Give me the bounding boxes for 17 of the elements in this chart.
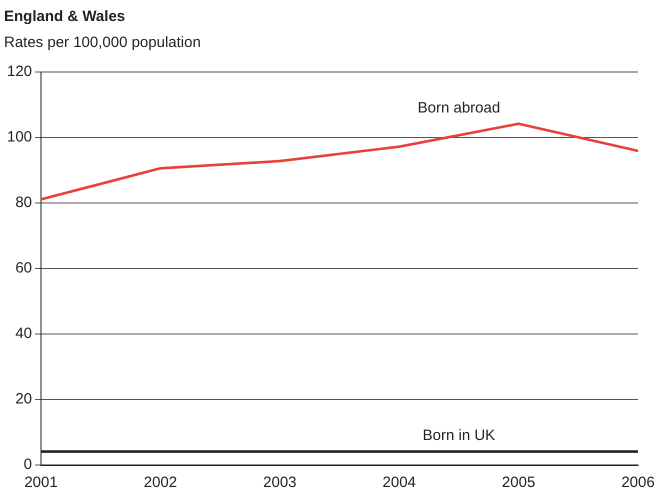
series-label: Born abroad xyxy=(418,99,500,116)
y-tick-label: 80 xyxy=(15,194,32,212)
y-tick-label: 0 xyxy=(24,456,32,474)
y-tick-label: 20 xyxy=(15,390,32,408)
chart-title: England & Wales xyxy=(4,8,126,26)
y-tick-label: 100 xyxy=(6,128,32,146)
y-tick-label: 40 xyxy=(15,325,32,342)
y-tick-label: 60 xyxy=(15,260,32,277)
chart-subtitle: Rates per 100,000 population xyxy=(4,34,201,52)
series-label: Born in UK xyxy=(422,427,496,444)
x-tick-label: 2005 xyxy=(502,474,536,492)
x-tick-label: 2002 xyxy=(144,474,178,492)
x-tick-label: 2001 xyxy=(24,474,58,492)
x-tick-label: 2006 xyxy=(621,474,655,492)
x-tick-label: 2003 xyxy=(263,474,297,492)
x-tick-label: 2004 xyxy=(382,474,416,492)
y-tick-label: 120 xyxy=(6,63,32,80)
